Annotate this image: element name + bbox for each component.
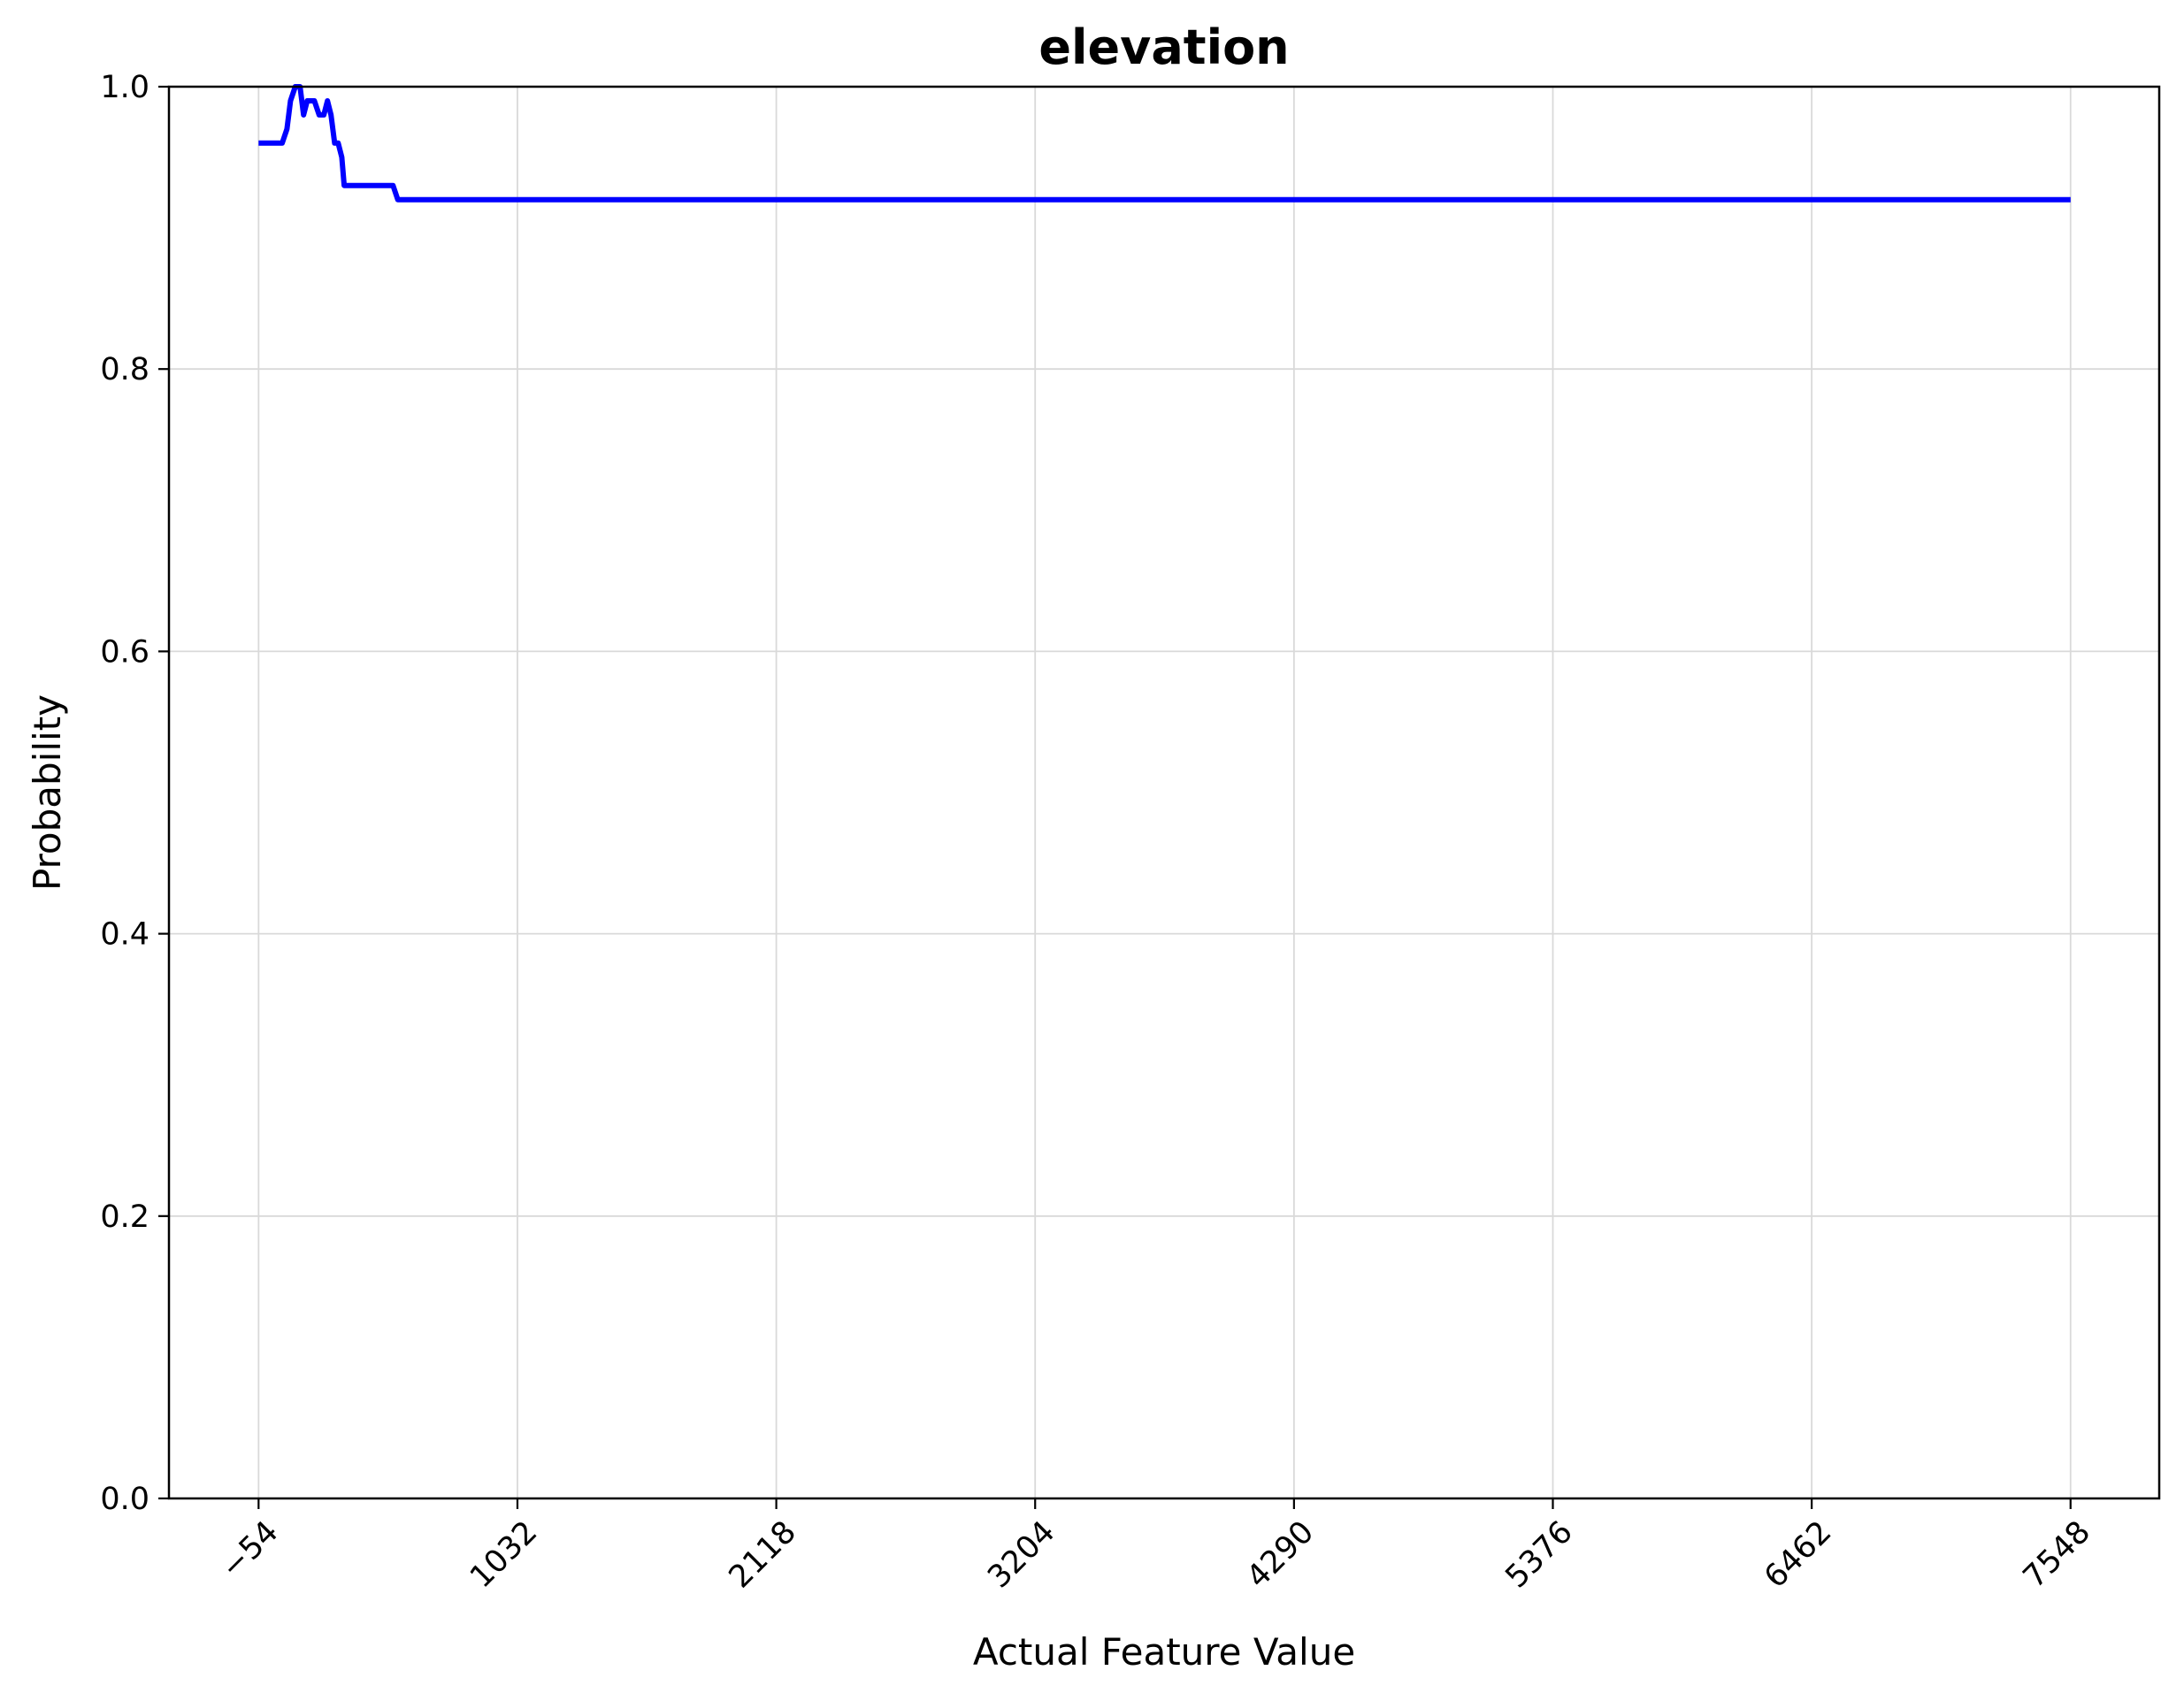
y-tick-label: 0.6 [100, 634, 149, 670]
plot-frame [167, 85, 2161, 1500]
y-tick-label: 0.2 [100, 1199, 149, 1235]
series-layer [258, 84, 2071, 203]
y-tick-label: 1.0 [100, 70, 149, 105]
y-tick-label: 0.0 [100, 1482, 149, 1517]
series-line-0 [258, 84, 2071, 203]
y-tick-label: 0.8 [100, 352, 149, 387]
y-axis-label: Probability [26, 694, 69, 891]
x-axis-label: Actual Feature Value [973, 1630, 1355, 1674]
y-tick-label: 0.4 [100, 917, 149, 953]
chart-title: elevation [1038, 19, 1289, 75]
